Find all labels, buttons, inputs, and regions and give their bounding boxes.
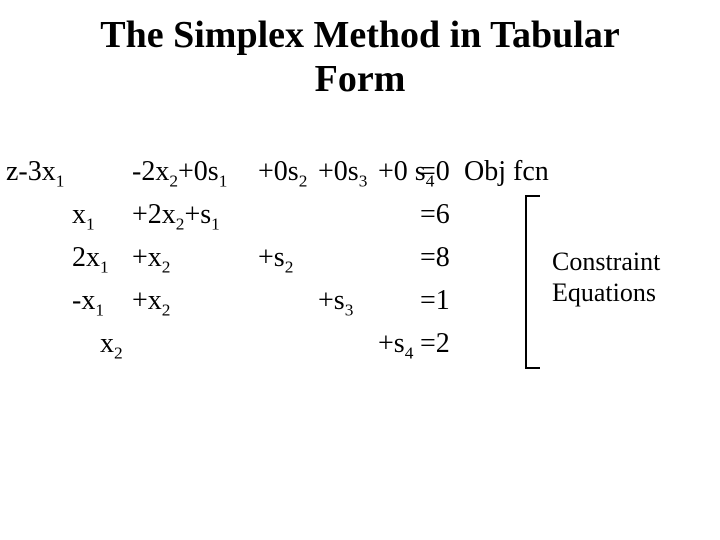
eq-cell-x1: x2 (100, 322, 123, 365)
title-line-1: The Simplex Method in Tabular (100, 14, 619, 56)
eq-cell-s4: +s4 (378, 322, 413, 365)
eq-cell-label: Obj fcn (464, 150, 549, 193)
slide-title: The Simplex Method in Tabular Form (0, 0, 720, 101)
eq-cell-s2: +s2 (258, 236, 293, 279)
eq-cell-x2: +x2 (132, 279, 170, 322)
eq-cell-eq: =1 (420, 279, 450, 322)
constraint-label-line-1: Constraint (552, 247, 660, 276)
left-bracket-icon (520, 194, 544, 370)
eq-cell-eq: =6 (420, 193, 450, 236)
eq-cell-x1: 2x1 (72, 236, 109, 279)
constraint-label-line-2: Equations (552, 278, 656, 307)
title-line-2: Form (315, 58, 406, 100)
eq-cell-s3: +0s3 (318, 150, 367, 193)
eq-cell-x1: -x1 (72, 279, 104, 322)
eq-cell-x2: +x2 (132, 236, 170, 279)
constraint-bracket (520, 194, 544, 370)
eq-cell-eq: =2 (420, 322, 450, 365)
eq-cell-s2: +0s2 (258, 150, 307, 193)
eq-cell-s3: +s3 (318, 279, 353, 322)
eq-cell-x1: x1 (72, 193, 95, 236)
eq-cell-x2: -2x2+0s1 (132, 150, 227, 193)
constraint-label: Constraint Equations (552, 246, 660, 308)
eq-cell-x2: +2x2+s1 (132, 193, 220, 236)
eq-cell-z: z-3x1 (6, 150, 64, 193)
eq-cell-eq: =8 (420, 236, 450, 279)
eq-cell-eq: =0 (420, 150, 450, 193)
